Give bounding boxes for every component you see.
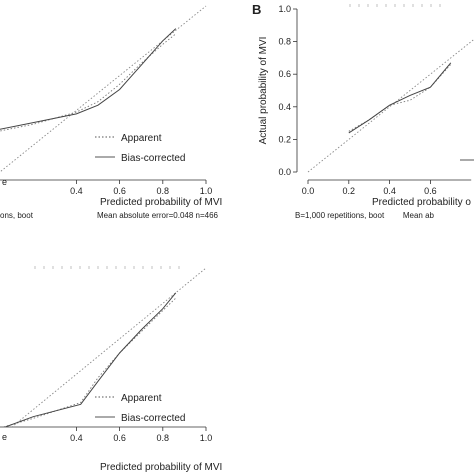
x-tick-label: 0.4 <box>383 186 396 196</box>
panel-letter: B <box>252 2 261 17</box>
y-tick-label: 0.6 <box>278 69 291 79</box>
footer-left: B=1,000 repetitions, boot <box>295 211 385 220</box>
y-tick-label: 0.8 <box>278 37 291 47</box>
series-line-ideal <box>0 5 207 173</box>
x-axis-label: Predicted probability of MVI <box>100 462 222 473</box>
x-tick-label: 0.6 <box>424 186 437 196</box>
x-tick-label: 0.6 <box>113 186 126 196</box>
x-tick-label: 0.8 <box>157 186 170 196</box>
series-line-bias-corrected <box>3 292 177 427</box>
series-line-ideal <box>307 38 474 173</box>
series-line-ideal <box>11 267 207 427</box>
x-tick-label: 0.0 <box>302 186 315 196</box>
rug-marks <box>34 266 180 269</box>
x-axis-label: Predicted probability of MVI <box>100 197 222 208</box>
legend-label: Bias-corrected <box>121 413 185 424</box>
legend: Apparent Bias-corrected <box>95 133 185 164</box>
x-tick-label: 1.0 <box>200 433 213 443</box>
y-tick-label: 0.2 <box>278 134 291 144</box>
x-tick-label: 0.8 <box>157 433 170 443</box>
series-group <box>0 5 207 173</box>
y-tick-label: 1.0 <box>278 4 291 14</box>
footer-right: Mean ab <box>403 211 435 220</box>
legend: Apparent Bias-corrected <box>95 393 185 424</box>
panel-3: 0.4 0.6 0.8 1.0 Predicted probability of MVI… <box>0 266 222 473</box>
y-tick-label: 0.4 <box>278 102 291 112</box>
rug-marks <box>349 4 441 7</box>
x-tick-label: 0.6 <box>113 433 126 443</box>
series-line-bias-corrected <box>0 28 177 130</box>
series-line-bias-corrected <box>348 62 452 134</box>
series-line-apparent <box>0 33 177 132</box>
series-group <box>1 267 207 427</box>
x-tick-label: 0.2 <box>343 186 356 196</box>
footer-left: ons, boot <box>0 211 34 220</box>
axis-label-fragment: e <box>2 432 7 442</box>
legend-label: Apparent <box>121 133 162 144</box>
x-tick-label: 1.0 <box>200 186 213 196</box>
x-tick-label: 0.4 <box>70 433 83 443</box>
series-line-apparent <box>1 297 177 427</box>
y-axis-label: Actual probability of MVI <box>258 37 269 145</box>
footer-right: Mean absolute error=0.048 n=466 <box>97 211 219 220</box>
x-tick-label: 0.4 <box>70 186 83 196</box>
y-tick-label: 0.0 <box>278 167 291 177</box>
x-axis-label: Predicted probability o <box>372 197 471 208</box>
series-line-apparent <box>348 64 452 132</box>
panel-2: 0.0 0.2 0.4 0.6 0.0 0.2 0.4 0.6 0.8 1.0 Actual pro… <box>252 2 474 220</box>
legend-label: Bias-corrected <box>121 153 185 164</box>
axis-label-fragment: e <box>2 177 7 187</box>
legend-label: Apparent <box>121 393 162 404</box>
series-group <box>307 38 474 173</box>
